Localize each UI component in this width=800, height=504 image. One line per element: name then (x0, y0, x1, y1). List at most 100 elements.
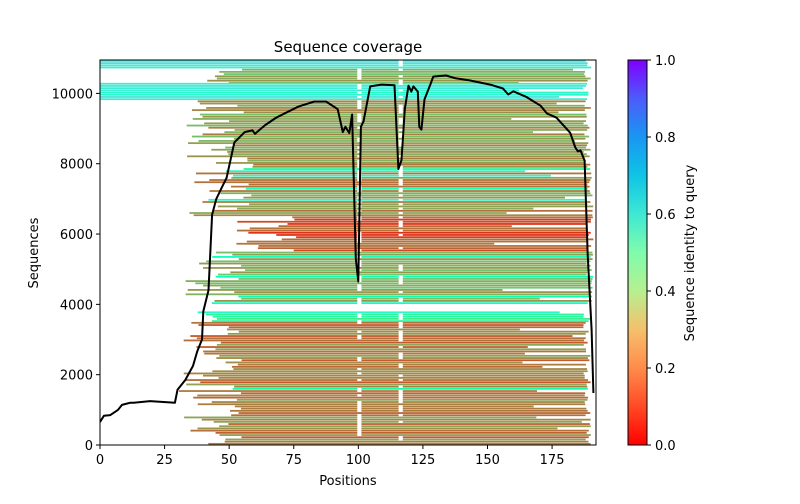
sequence-segment (221, 192, 591, 194)
sequence-segment (361, 216, 398, 218)
sequence-segment (361, 188, 398, 190)
sequence-segment (403, 195, 593, 197)
sequence-segment (403, 436, 589, 438)
sequence-segment (217, 344, 584, 346)
sequence-segment (403, 399, 588, 401)
sequence-segment (259, 245, 592, 247)
sequence-segment (403, 439, 586, 441)
x-tick-label: 150 (475, 453, 500, 468)
sequence-segment (403, 173, 591, 175)
sequence-segment (361, 298, 398, 300)
sequence-segment (212, 401, 358, 403)
sequence-segment (361, 75, 398, 77)
colorbar-tick-label: 0.4 (655, 285, 676, 300)
sequence-segment (403, 234, 589, 236)
sequence-segment (361, 173, 398, 175)
sequence-segment (237, 399, 399, 401)
chart-title: Sequence coverage (274, 38, 422, 56)
sequence-segment (239, 258, 593, 260)
sequence-segment (241, 408, 357, 410)
sequence-segment (361, 408, 398, 410)
sequence-segment (403, 208, 534, 210)
sequence-segment (403, 364, 586, 366)
sequence-segment (403, 184, 588, 186)
sequence-segment (216, 432, 358, 434)
sequence-segment (230, 410, 357, 412)
sequence-segment (216, 357, 357, 359)
sequence-segment (361, 201, 590, 203)
sequence-segment (403, 179, 591, 181)
sequence-segment (100, 89, 399, 91)
sequence-segment (208, 443, 590, 445)
sequence-segment (361, 160, 585, 162)
sequence-segment (215, 75, 357, 77)
y-tick-label: 0 (85, 439, 93, 454)
sequence-segment (403, 291, 592, 293)
sequence-segment (361, 322, 398, 324)
sequence-segment (251, 195, 398, 197)
sequence-segment (403, 203, 588, 205)
sequence-segment (247, 160, 357, 162)
sequence-segment (361, 428, 557, 430)
sequence-segment (403, 142, 589, 144)
sequence-segment (361, 265, 398, 267)
colorbar (628, 60, 647, 445)
sequence-segment (192, 136, 399, 138)
sequence-segment (238, 296, 592, 298)
sequence-segment (361, 276, 398, 278)
sequence-segment (403, 346, 528, 348)
sequence-segment (234, 144, 398, 146)
sequence-segment (225, 147, 357, 149)
sequence-segment (198, 428, 358, 430)
sequence-segment (231, 186, 357, 188)
sequence-segment (403, 129, 587, 131)
sequence-segment (191, 322, 357, 324)
sequence-segment (100, 67, 591, 69)
sequence-segment (403, 216, 593, 218)
sequence-segment (228, 153, 586, 155)
sequence-segment (202, 419, 358, 421)
sequence-segment (197, 337, 357, 339)
sequence-segment (403, 379, 588, 381)
sequence-segment (361, 197, 565, 199)
sequence-segment (361, 302, 587, 304)
sequence-segment (361, 263, 586, 265)
sequence-segment (361, 335, 398, 337)
sequence-segment (403, 122, 584, 124)
sequence-segment (403, 144, 587, 146)
y-tick-label: 8000 (60, 158, 93, 173)
sequence-segment (214, 421, 358, 423)
sequence-segment (403, 340, 584, 342)
sequence-segment (241, 392, 399, 394)
x-tick-label: 75 (285, 453, 302, 468)
sequence-segment (361, 164, 590, 166)
sequence-segment (361, 401, 398, 403)
sequence-segment (361, 419, 590, 421)
sequence-segment (282, 238, 358, 240)
sequence-segment (361, 314, 398, 316)
sequence-segment (276, 234, 357, 236)
sequence-segment (237, 230, 399, 232)
sequence-segment (206, 260, 357, 262)
sequence-segment (403, 69, 573, 71)
y-tick-label: 2000 (60, 369, 93, 384)
sequence-segment (195, 282, 398, 284)
sequence-segment (184, 417, 357, 419)
sequence-segment (218, 377, 584, 379)
sequence-segment (361, 256, 590, 258)
sequence-segment (198, 324, 398, 326)
sequence-segment (253, 164, 357, 166)
sequence-segment (208, 199, 398, 201)
sequence-segment (403, 175, 551, 177)
sequence-segment (237, 221, 398, 223)
sequence-segment (403, 190, 590, 192)
sequence-segment (361, 170, 398, 172)
sequence-segment (216, 252, 592, 254)
sequence-segment (403, 392, 585, 394)
sequence-segment (361, 219, 591, 221)
sequence-segment (258, 247, 399, 249)
sequence-segment (192, 109, 399, 111)
sequence-segment (203, 375, 399, 377)
